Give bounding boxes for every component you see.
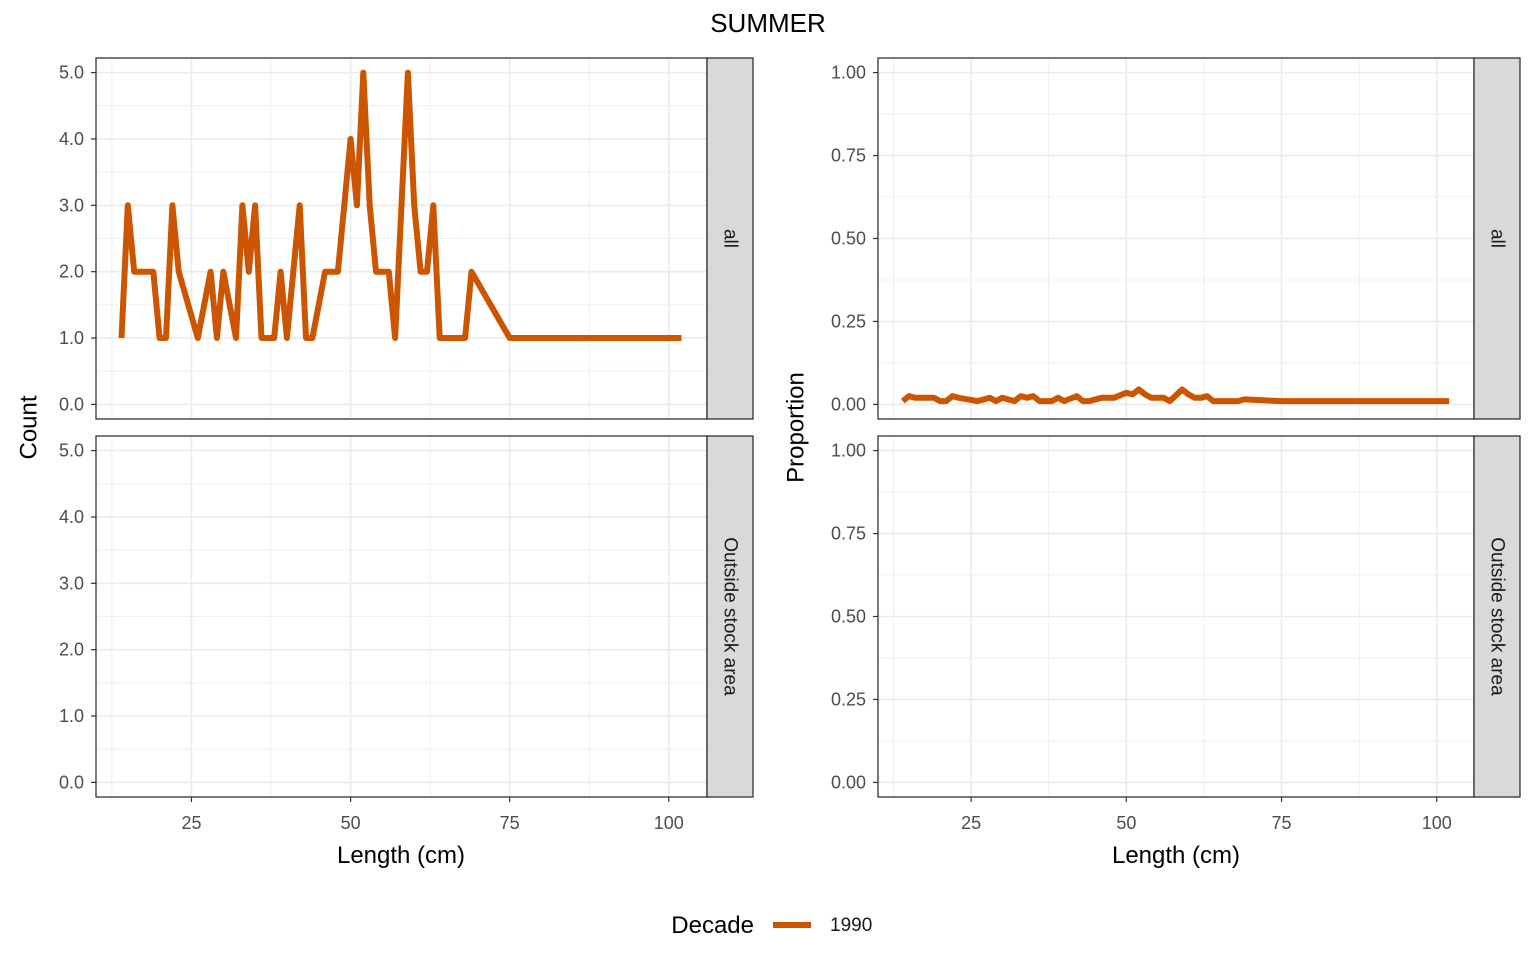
x-tick-label: 75 bbox=[500, 813, 520, 833]
y-tick-label: 0.25 bbox=[831, 689, 866, 709]
facet-strip-label: all bbox=[1487, 229, 1508, 248]
facet-strip bbox=[706, 57, 754, 420]
facet-panel-2-1: all 0.00 0.25 0.50 0.75 1.00 bbox=[831, 57, 1521, 420]
facet-strip-label: Outside stock area bbox=[720, 537, 741, 696]
y-tick-label: 0.25 bbox=[831, 311, 866, 331]
x-tick-label: 50 bbox=[341, 813, 361, 833]
x-tick-label: 50 bbox=[1116, 813, 1136, 833]
x-tick-label: 75 bbox=[1272, 813, 1292, 833]
y-tick-label: 2.0 bbox=[59, 640, 84, 660]
y-tick-label: 0.0 bbox=[59, 772, 84, 792]
facet-strip bbox=[706, 435, 754, 798]
legend-label-1990: 1990 bbox=[830, 915, 872, 936]
y-tick-label: 0.50 bbox=[831, 607, 866, 627]
facet-panel-1-1: all 0.0 1.0 2.0 3.0 4.0 5.0 bbox=[59, 57, 754, 420]
y-tick-label: 0.0 bbox=[59, 394, 84, 414]
x-axis-title: Length (cm) bbox=[1112, 842, 1240, 869]
y-axis-title: Count bbox=[16, 395, 43, 459]
series-line-1990 bbox=[118, 69, 682, 341]
plot-area: all 0.0 1.0 2.0 3.0 4.0 5.0 Outside stock area 0… bbox=[16, 57, 1521, 869]
facet-strip bbox=[1473, 435, 1521, 798]
plot-title: SUMMER bbox=[710, 8, 826, 38]
x-tick-label: 100 bbox=[1422, 813, 1452, 833]
y-tick-label: 0.00 bbox=[831, 772, 866, 792]
facet-panel-2-2: Outside stock area 0.00 0.25 0.50 0.75 1.00 25… bbox=[831, 435, 1521, 833]
facet-strip-label: Outside stock area bbox=[1487, 537, 1508, 696]
y-tick-label: 4.0 bbox=[59, 129, 84, 149]
y-tick-label: 0.50 bbox=[831, 229, 866, 249]
facet-panel-1-2: Outside stock area 0.0 1.0 2.0 3.0 4.0 5.0 25 50… bbox=[59, 435, 754, 833]
series-line-1990 bbox=[900, 386, 1450, 405]
legend: Decade 1990 bbox=[671, 912, 872, 939]
y-tick-label: 0.00 bbox=[831, 394, 866, 414]
x-tick-label: 25 bbox=[961, 813, 981, 833]
x-axis-title: Length (cm) bbox=[337, 842, 465, 869]
x-tick-label: 25 bbox=[181, 813, 201, 833]
y-tick-label: 1.00 bbox=[831, 441, 866, 461]
y-tick-label: 2.0 bbox=[59, 262, 84, 282]
y-tick-label: 0.75 bbox=[831, 146, 866, 166]
y-tick-label: 0.75 bbox=[831, 524, 866, 544]
y-tick-label: 4.0 bbox=[59, 507, 84, 527]
legend-title: Decade bbox=[671, 912, 754, 939]
y-axis-title: Proportion bbox=[783, 372, 810, 483]
facet-strip bbox=[1473, 57, 1521, 420]
y-tick-label: 1.00 bbox=[831, 63, 866, 83]
facet-strip-label: all bbox=[720, 229, 741, 248]
y-tick-label: 1.0 bbox=[59, 328, 84, 348]
chart-1: all 0.0 1.0 2.0 3.0 4.0 5.0 Outside stock area 0… bbox=[16, 57, 754, 869]
y-tick-label: 3.0 bbox=[59, 195, 84, 215]
y-tick-label: 5.0 bbox=[59, 63, 84, 83]
x-tick-label: 100 bbox=[654, 813, 684, 833]
y-tick-label: 3.0 bbox=[59, 573, 84, 593]
y-tick-label: 5.0 bbox=[59, 441, 84, 461]
y-tick-label: 1.0 bbox=[59, 706, 84, 726]
